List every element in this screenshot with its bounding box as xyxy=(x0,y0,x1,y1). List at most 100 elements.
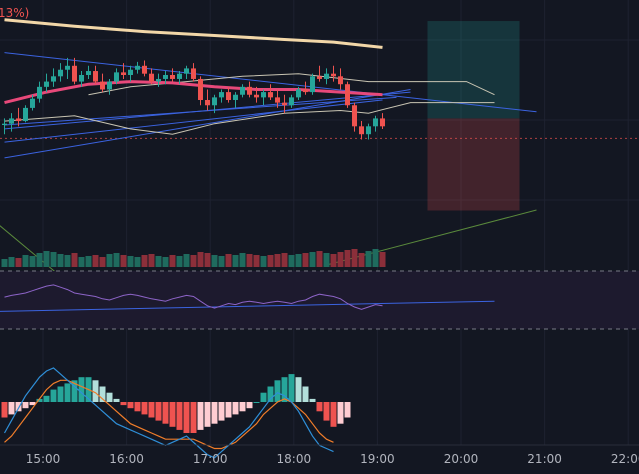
candle-body xyxy=(121,72,126,75)
candle-body xyxy=(331,73,336,77)
macd-histogram-bar xyxy=(99,386,106,402)
take-profit-zone xyxy=(427,21,520,119)
macd-histogram-bar xyxy=(155,402,162,421)
volume-bar xyxy=(337,252,344,267)
candle-body xyxy=(191,68,196,79)
candle-body xyxy=(359,126,364,135)
macd-histogram-bar xyxy=(225,402,232,418)
green-ray xyxy=(0,225,61,277)
macd-histogram-bar xyxy=(1,402,8,418)
candle-body xyxy=(2,123,7,125)
candle-body xyxy=(324,73,329,79)
candle-body xyxy=(226,92,231,100)
macd-histogram-bar xyxy=(239,402,246,412)
macd-histogram-bar xyxy=(50,389,57,402)
candle-body xyxy=(317,76,322,79)
macd-histogram-bar xyxy=(302,386,309,402)
moving-average-fast xyxy=(4,80,383,105)
candle-body xyxy=(177,73,182,79)
time-tick-label: 15:00 xyxy=(26,452,61,466)
stop-loss-zone xyxy=(427,118,520,211)
candle-body xyxy=(373,118,378,127)
macd-histogram-bar xyxy=(78,377,85,402)
volume-bar xyxy=(120,255,127,267)
macd-histogram-bar xyxy=(120,402,127,406)
macd-histogram-bar xyxy=(113,398,120,402)
candle-body xyxy=(275,97,280,103)
candle-body xyxy=(289,97,294,106)
candle-body xyxy=(184,68,189,74)
volume-bar xyxy=(64,255,71,267)
volume-bar xyxy=(323,253,330,267)
volume-bar xyxy=(211,255,218,267)
macd-histogram-bar xyxy=(204,402,211,427)
macd-histogram-bar xyxy=(316,402,323,412)
time-tick-label: 22:00 xyxy=(611,452,639,466)
volume-bar xyxy=(78,257,85,267)
volume-bar xyxy=(92,255,99,267)
volume-bar xyxy=(15,258,22,267)
candle-body xyxy=(37,86,42,99)
candle-body xyxy=(65,65,70,70)
macd-histogram-bar xyxy=(337,402,344,424)
volume-bar xyxy=(176,256,183,267)
rsi-pane xyxy=(0,270,639,330)
candle-body xyxy=(79,75,84,82)
volume-bar xyxy=(344,250,351,267)
volume-bar xyxy=(85,256,92,267)
volume-bar xyxy=(274,254,281,267)
candle-body xyxy=(268,92,273,98)
candle-body xyxy=(296,89,301,98)
volume-bar xyxy=(316,251,323,267)
volume-bar xyxy=(253,255,260,267)
time-axis: 15:00 16:00 17:00 18:00 19:00 20:00 21:00 22:00 xyxy=(0,444,639,466)
volume-bar xyxy=(218,256,225,267)
volume-bar xyxy=(246,254,253,267)
volume-bar xyxy=(155,256,162,267)
macd-histogram-bar xyxy=(148,402,155,418)
volume-bar xyxy=(148,254,155,267)
macd-histogram-bar xyxy=(246,402,253,409)
macd-histogram-bar xyxy=(253,402,260,403)
volume-bar xyxy=(372,249,379,267)
macd-histogram-bar xyxy=(330,402,337,427)
time-tick-label: 16:00 xyxy=(109,452,144,466)
macd-histogram-bar xyxy=(211,402,218,424)
candle-body xyxy=(205,100,210,106)
candle-body xyxy=(72,65,77,82)
macd-histogram-bar xyxy=(169,402,176,427)
grid xyxy=(0,0,639,445)
macd-histogram-bar xyxy=(309,398,316,402)
time-tick-label: 19:00 xyxy=(360,452,395,466)
macd-histogram-bar xyxy=(288,374,295,402)
candle-body xyxy=(107,81,112,90)
candle-body xyxy=(380,118,385,127)
macd-histogram-bar xyxy=(36,398,43,402)
macd-pane xyxy=(1,367,351,459)
candle-body xyxy=(352,105,357,127)
volume-bar xyxy=(204,253,211,267)
candle-body xyxy=(310,76,315,93)
volume-bar xyxy=(106,254,113,267)
candle-body xyxy=(44,81,49,87)
moving-average-slow xyxy=(4,18,383,49)
macd-histogram-bar xyxy=(64,383,71,402)
volume-bar xyxy=(169,255,176,267)
time-tick-label: 18:00 xyxy=(277,452,312,466)
volume-bar xyxy=(260,256,267,267)
volume-bar xyxy=(99,257,106,267)
volume-bar xyxy=(29,256,36,267)
macd-histogram-bar xyxy=(274,380,281,402)
candle-body xyxy=(254,94,259,98)
candle-body xyxy=(149,73,154,82)
candles[interactable] xyxy=(2,57,385,140)
candle-body xyxy=(198,78,203,100)
macd-histogram-bar xyxy=(197,402,204,430)
volume-bar xyxy=(43,251,50,267)
macd-histogram-bar xyxy=(71,380,78,402)
candle-body xyxy=(23,107,28,122)
envelope-lower xyxy=(4,102,495,135)
candle-body xyxy=(58,69,63,77)
macd-histogram-bar xyxy=(176,402,183,430)
